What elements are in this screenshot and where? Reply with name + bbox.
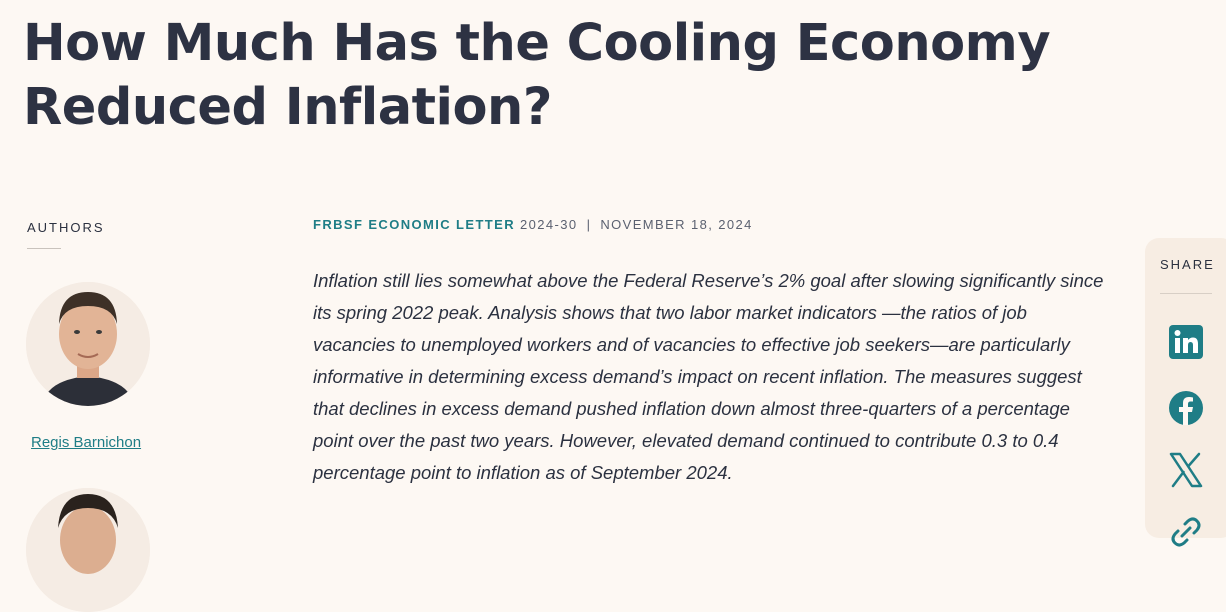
- link-icon[interactable]: [1168, 514, 1204, 550]
- series-label[interactable]: FRBSF ECONOMIC LETTER: [313, 217, 516, 232]
- page-title: How Much Has the Cooling Economy Reduced…: [23, 14, 1051, 137]
- share-panel: [1145, 238, 1226, 538]
- meta-separator: |: [586, 217, 592, 232]
- authors-divider: [27, 248, 61, 249]
- linkedin-icon[interactable]: [1168, 324, 1204, 360]
- article-meta: FRBSF ECONOMIC LETTER 2024-30 | NOVEMBER…: [313, 217, 753, 232]
- author-link[interactable]: Regis Barnichon: [31, 434, 142, 451]
- share-divider: [1160, 293, 1212, 294]
- x-icon[interactable]: [1168, 452, 1204, 488]
- facebook-icon[interactable]: [1168, 390, 1204, 426]
- share-heading: SHARE: [1160, 257, 1215, 272]
- article-summary: Inflation still lies somewhat above the …: [313, 270, 1104, 483]
- publish-date: NOVEMBER 18, 2024: [600, 217, 753, 232]
- letter-number: 2024-30: [520, 217, 578, 232]
- author-avatar[interactable]: [26, 488, 150, 612]
- authors-heading: AUTHORS: [27, 220, 105, 235]
- author-avatar[interactable]: [26, 282, 150, 406]
